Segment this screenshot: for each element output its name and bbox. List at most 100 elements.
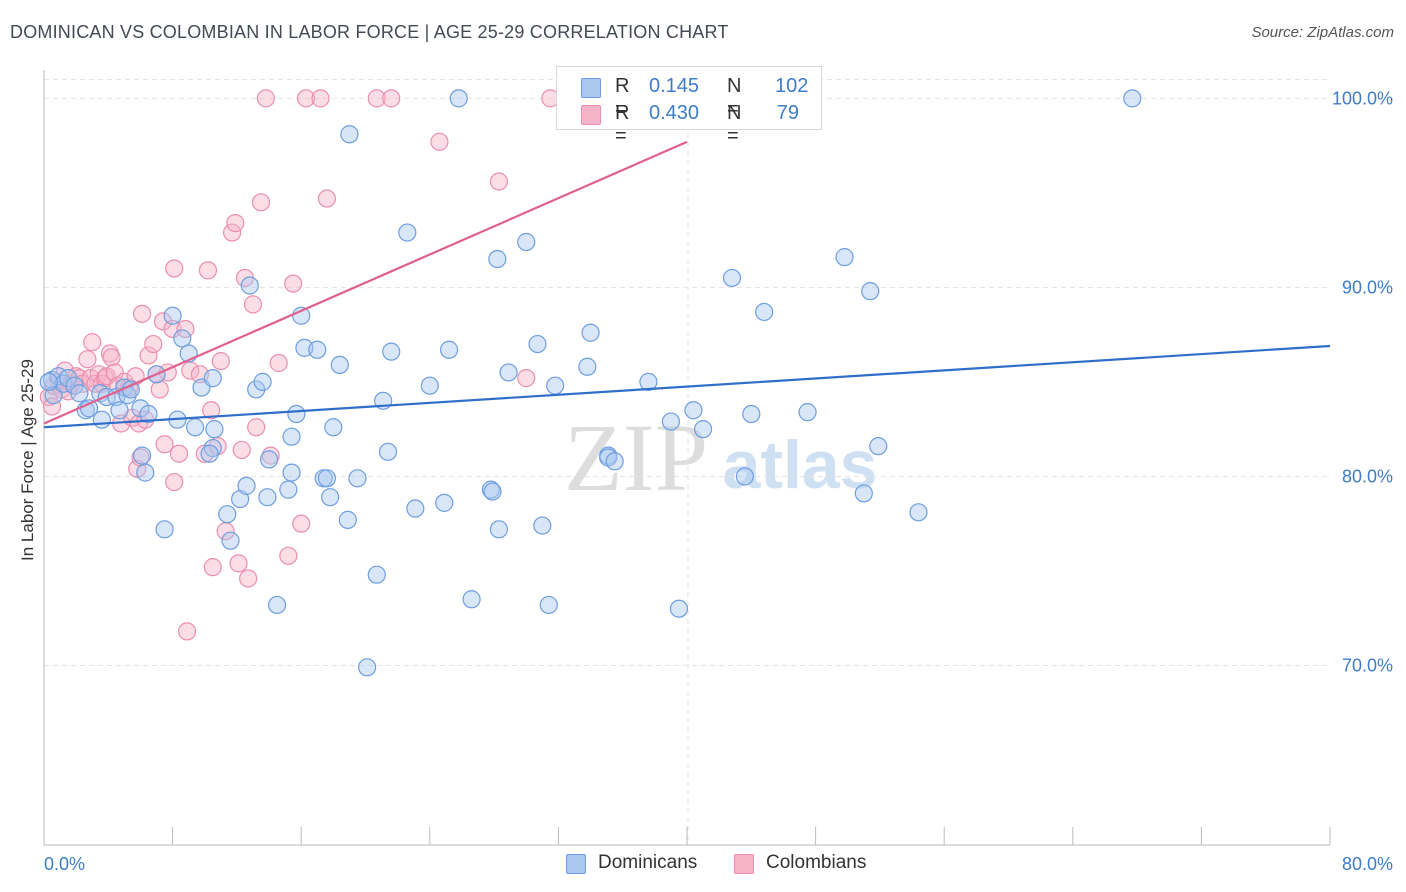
x-tick-label: 80.0% bbox=[1342, 854, 1393, 874]
data-point bbox=[132, 446, 152, 465]
data-point bbox=[489, 520, 509, 539]
data-point bbox=[296, 89, 316, 108]
data-point bbox=[83, 333, 102, 352]
data-point bbox=[382, 89, 401, 108]
legend-swatch-colombians bbox=[581, 105, 601, 125]
data-point bbox=[165, 259, 184, 278]
data-point bbox=[232, 440, 251, 460]
chart-title: DOMINICAN VS COLOMBIAN IN LABOR FORCE | … bbox=[10, 22, 729, 42]
data-point bbox=[155, 520, 174, 539]
data-point bbox=[324, 418, 343, 437]
data-point bbox=[279, 480, 298, 499]
data-point bbox=[163, 306, 182, 325]
data-point bbox=[229, 554, 248, 573]
data-point bbox=[449, 89, 468, 108]
data-point bbox=[173, 329, 192, 348]
data-point bbox=[258, 488, 277, 507]
data-point bbox=[132, 304, 152, 323]
data-point bbox=[430, 132, 449, 151]
data-point bbox=[742, 404, 761, 424]
data-point bbox=[205, 420, 224, 439]
data-point bbox=[669, 599, 689, 618]
data-point bbox=[358, 658, 377, 677]
data-point bbox=[211, 351, 230, 371]
legend-r-label: R = bbox=[615, 102, 630, 147]
data-point bbox=[287, 404, 306, 424]
colombians-points bbox=[39, 89, 560, 641]
data-point bbox=[70, 384, 89, 403]
data-point bbox=[854, 484, 873, 503]
data-point bbox=[92, 410, 111, 429]
trend-line bbox=[43, 140, 688, 425]
data-point bbox=[869, 437, 888, 456]
legend-n-label: N = bbox=[727, 102, 742, 147]
data-point bbox=[200, 444, 219, 463]
data-point bbox=[382, 342, 401, 361]
data-point bbox=[367, 89, 386, 108]
legend-r-value: 0.430 bbox=[649, 102, 700, 124]
data-point bbox=[348, 469, 367, 488]
data-point bbox=[735, 467, 754, 486]
bottom-legend-label-dominicans: Dominicans bbox=[598, 852, 698, 873]
data-point bbox=[308, 340, 327, 359]
data-point bbox=[338, 510, 357, 529]
data-point bbox=[78, 350, 97, 369]
data-point bbox=[282, 463, 301, 482]
legend-swatch-dominicans bbox=[581, 78, 601, 98]
legend-r-value: 0.145 bbox=[649, 75, 700, 97]
stats-legend: R = 0.145 N = 102 R = 0.430 N = 79 bbox=[556, 66, 822, 147]
data-point bbox=[292, 514, 311, 533]
data-point bbox=[139, 404, 158, 424]
data-point bbox=[150, 380, 169, 399]
data-point bbox=[693, 420, 713, 439]
data-point bbox=[684, 401, 703, 420]
data-point bbox=[226, 214, 245, 233]
watermark: ZIP atlas bbox=[564, 404, 878, 511]
legend-n-value: 79 bbox=[776, 102, 799, 124]
data-point bbox=[483, 482, 502, 501]
data-point bbox=[177, 622, 197, 641]
axes bbox=[43, 70, 1331, 846]
data-point bbox=[282, 427, 301, 446]
data-point bbox=[578, 357, 597, 376]
data-point bbox=[378, 442, 398, 461]
data-point bbox=[259, 450, 279, 469]
trend-lines bbox=[43, 140, 1331, 429]
data-point bbox=[203, 369, 222, 388]
data-point bbox=[398, 223, 417, 242]
data-point bbox=[439, 340, 459, 359]
data-point bbox=[163, 319, 182, 339]
y-tick-label: 70.0% bbox=[1342, 655, 1393, 675]
data-point bbox=[269, 353, 288, 373]
data-point bbox=[39, 372, 58, 391]
data-point bbox=[136, 463, 155, 482]
data-point bbox=[256, 89, 275, 108]
data-point bbox=[639, 372, 658, 391]
data-point bbox=[909, 503, 928, 522]
data-point bbox=[186, 418, 205, 437]
data-point bbox=[462, 590, 481, 609]
data-point bbox=[54, 374, 73, 393]
source-credit: Source: ZipAtlas.com bbox=[1251, 24, 1394, 41]
data-point bbox=[239, 569, 258, 588]
tick-labels: 70.0% 80.0% 90.0% 100.0% 0.0% 80.0% bbox=[44, 88, 1393, 874]
data-point bbox=[42, 397, 62, 416]
data-point bbox=[253, 372, 272, 391]
data-point bbox=[202, 401, 221, 420]
x-tick-label: 0.0% bbox=[44, 854, 85, 874]
bottom-legend-swatch-colombians bbox=[734, 854, 754, 874]
data-point bbox=[317, 469, 337, 488]
data-point bbox=[203, 558, 222, 577]
data-point bbox=[317, 189, 337, 208]
legend-r-label: R = bbox=[615, 75, 630, 120]
legend-n-label: N = bbox=[727, 75, 742, 120]
data-point bbox=[1123, 89, 1142, 108]
watermark-zip: ZIP bbox=[564, 404, 708, 511]
data-point bbox=[284, 274, 303, 293]
data-point bbox=[488, 249, 507, 269]
data-point bbox=[321, 488, 340, 507]
data-point bbox=[605, 452, 624, 471]
data-point bbox=[247, 418, 266, 437]
data-point bbox=[198, 261, 218, 280]
